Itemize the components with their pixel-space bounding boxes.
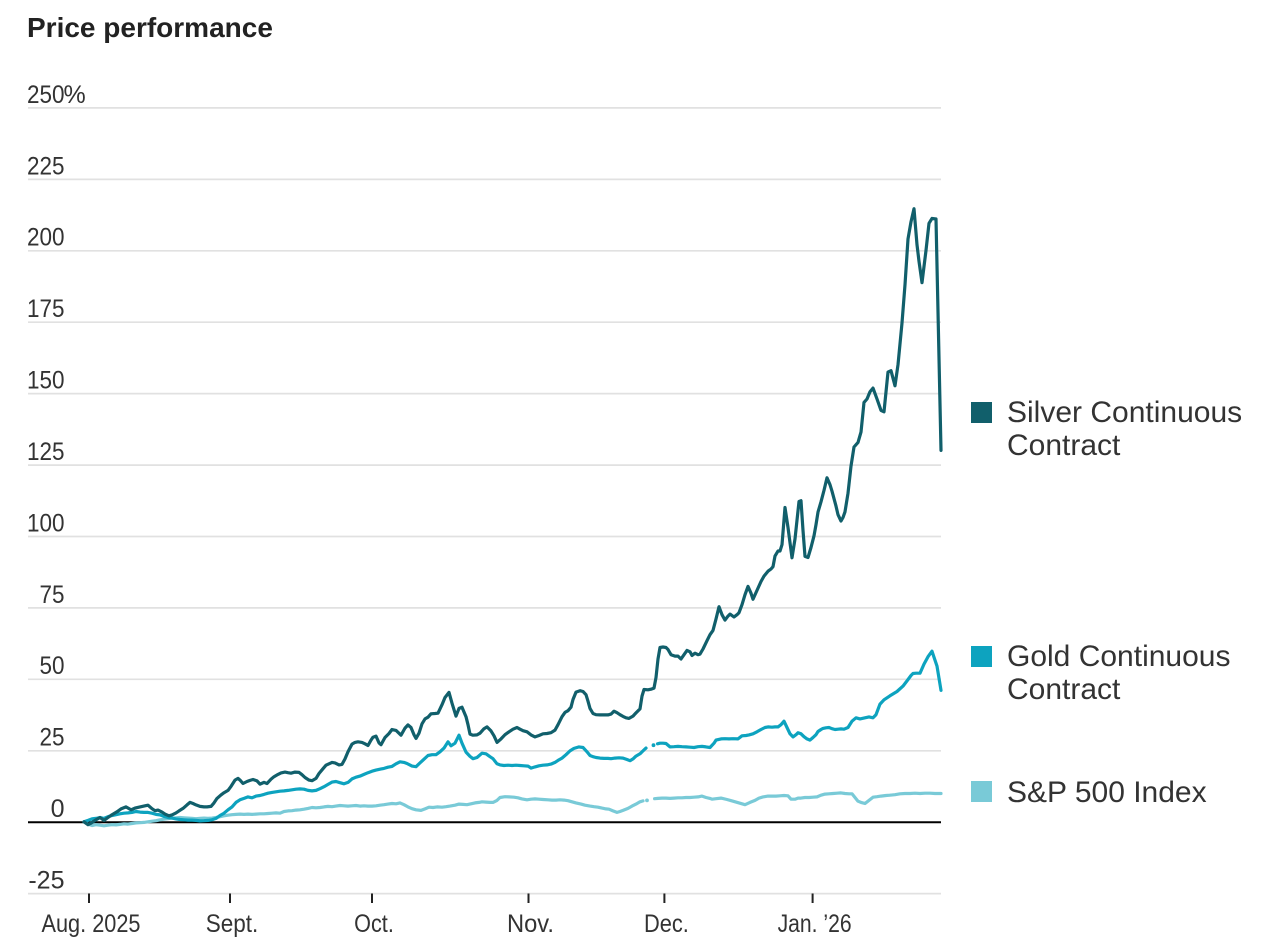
svg-text:Jan. ’26: Jan. ’26 (778, 910, 852, 938)
svg-text:%: % (64, 81, 86, 109)
svg-text:75: 75 (40, 581, 65, 609)
svg-text:Nov.: Nov. (507, 910, 554, 938)
svg-text:0: 0 (51, 795, 65, 823)
svg-text:Sept.: Sept. (206, 910, 259, 938)
svg-text:50: 50 (40, 652, 65, 680)
svg-text:200: 200 (27, 224, 65, 252)
svg-text:25: 25 (40, 724, 65, 752)
svg-text:125: 125 (27, 438, 65, 466)
svg-text:Aug. 2025: Aug. 2025 (42, 910, 141, 938)
svg-text:225: 225 (27, 152, 65, 180)
svg-text:100: 100 (27, 509, 65, 537)
svg-text:-25: -25 (28, 867, 64, 895)
svg-text:150: 150 (27, 367, 65, 395)
svg-text:Oct.: Oct. (354, 910, 394, 938)
svg-text:250: 250 (27, 81, 65, 109)
svg-text:175: 175 (27, 295, 65, 323)
svg-text:Dec.: Dec. (644, 910, 689, 938)
